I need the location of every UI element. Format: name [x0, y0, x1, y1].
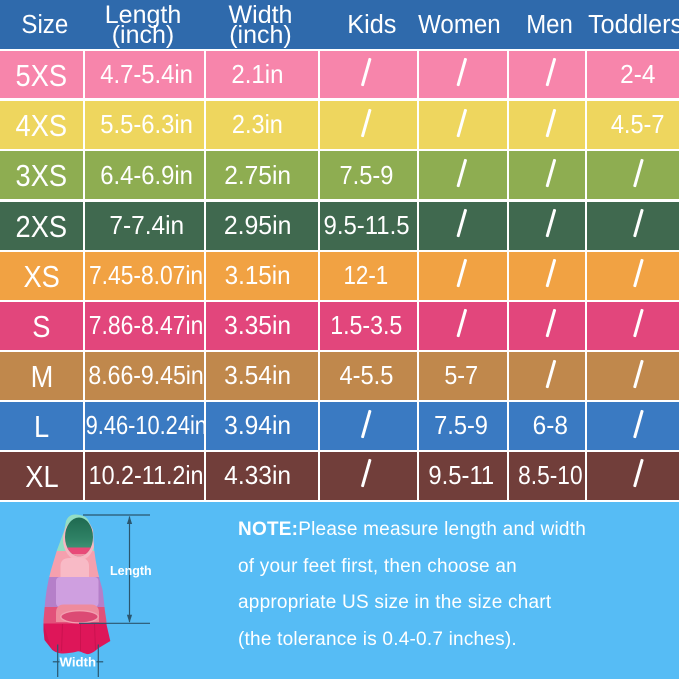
svg-text:Length: Length: [110, 564, 152, 578]
svg-text:Width: Width: [60, 655, 97, 670]
